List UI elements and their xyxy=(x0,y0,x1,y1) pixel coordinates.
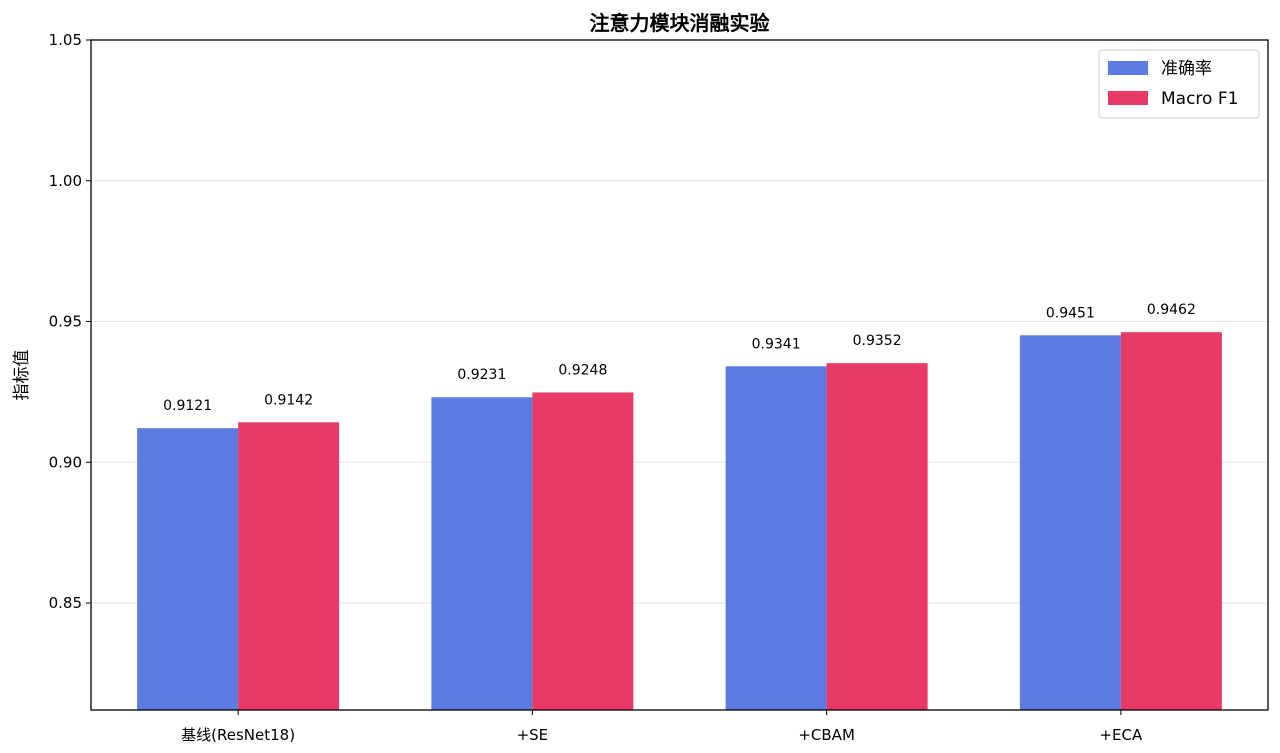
legend-label-accuracy: 准确率 xyxy=(1161,59,1212,79)
y-tick-label: 0.90 xyxy=(49,453,82,471)
x-tick-label: +ECA xyxy=(1099,726,1143,744)
data-label: 0.9341 xyxy=(752,336,801,352)
y-axis-label: 指标值 xyxy=(12,350,32,401)
y-tick-label: 1.00 xyxy=(49,172,82,190)
bar-accuracy xyxy=(137,428,239,710)
chart-title: 注意力模块消融实验 xyxy=(590,11,770,35)
data-label: 0.9121 xyxy=(163,398,212,414)
data-label: 0.9231 xyxy=(457,367,506,383)
plot-frame xyxy=(90,39,1269,711)
data-label: 0.9462 xyxy=(1147,302,1196,318)
bars xyxy=(137,332,1222,710)
data-label: 0.9352 xyxy=(853,333,902,349)
bar-accuracy xyxy=(725,366,827,710)
legend-label-macro-f1: Macro F1 xyxy=(1161,89,1238,109)
y-tick-label: 0.95 xyxy=(49,313,82,331)
value-labels: 0.9121 0.9142 0.9231 0.9248 0.9341 0.9352 0.94… xyxy=(163,302,1196,414)
data-label: 0.9248 xyxy=(558,362,607,378)
bar-macro-f1 xyxy=(826,363,928,710)
bar-macro-f1 xyxy=(1120,332,1222,710)
data-label: 0.9142 xyxy=(264,392,313,408)
data-label: 0.9451 xyxy=(1046,305,1095,321)
x-tick-label: +SE xyxy=(517,726,549,744)
x-tick-label: +CBAM xyxy=(798,726,855,744)
bar-macro-f1 xyxy=(238,422,340,710)
x-axis-ticks: 基线(ResNet18) +SE +CBAM +ECA xyxy=(181,710,1143,744)
x-tick-label: 基线(ResNet18) xyxy=(181,726,295,744)
y-tick-label: 1.05 xyxy=(49,31,82,49)
y-axis-ticks: 0.85 0.90 0.95 1.00 1.05 xyxy=(49,31,91,612)
legend-swatch-accuracy xyxy=(1108,61,1148,75)
bar-accuracy xyxy=(431,397,533,710)
legend-swatch-macro-f1 xyxy=(1108,91,1148,105)
bar-macro-f1 xyxy=(532,392,634,710)
legend: 准确率 Macro F1 xyxy=(1098,49,1260,119)
y-tick-label: 0.85 xyxy=(49,594,82,612)
bar-accuracy xyxy=(1019,335,1121,710)
